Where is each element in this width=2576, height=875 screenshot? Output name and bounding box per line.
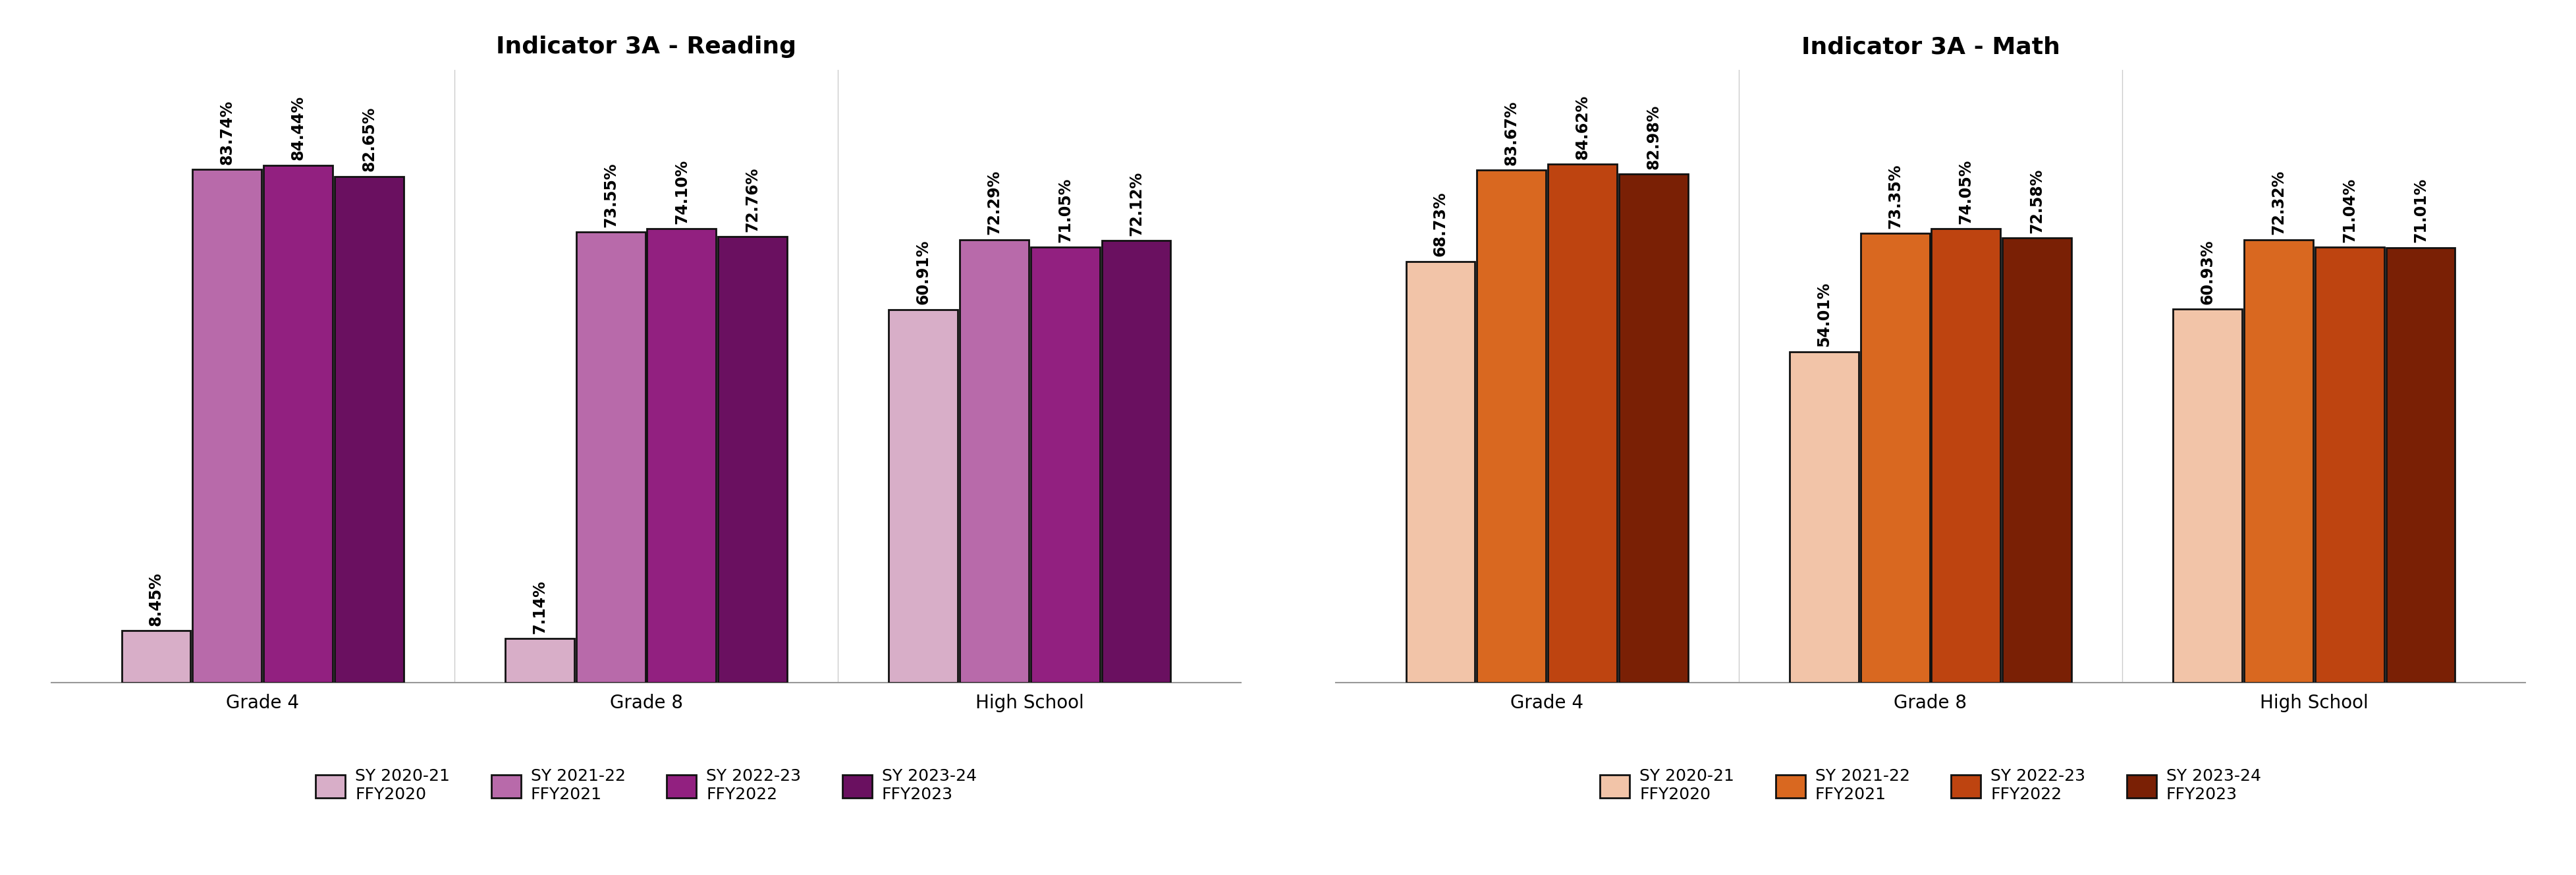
- Bar: [1406, 262, 1473, 683]
- Text: 73.35%: 73.35%: [1886, 164, 1904, 228]
- Bar: [1476, 170, 1546, 683]
- Text: 72.76%: 72.76%: [744, 167, 760, 232]
- Text: 72.58%: 72.58%: [2027, 168, 2045, 233]
- Title: Indicator 3A - Math: Indicator 3A - Math: [1801, 36, 2058, 58]
- Legend: SY 2020-21
FFY2020, SY 2021-22
FFY2021, SY 2022-23
FFY2022, SY 2023-24
FFY2023: SY 2020-21 FFY2020, SY 2021-22 FFY2021, …: [309, 762, 984, 809]
- Bar: [121, 631, 191, 682]
- Text: 71.04%: 71.04%: [2342, 178, 2357, 242]
- Text: 71.05%: 71.05%: [1056, 178, 1072, 242]
- Text: 7.14%: 7.14%: [531, 580, 549, 634]
- Text: 72.12%: 72.12%: [1128, 172, 1144, 236]
- Text: 8.45%: 8.45%: [149, 572, 165, 626]
- Text: 72.29%: 72.29%: [987, 170, 1002, 234]
- Bar: [1860, 234, 1929, 683]
- Text: 74.05%: 74.05%: [1958, 159, 1973, 224]
- Text: 82.98%: 82.98%: [1646, 104, 1662, 170]
- Text: 72.32%: 72.32%: [2269, 170, 2285, 234]
- Legend: SY 2020-21
FFY2020, SY 2021-22
FFY2021, SY 2022-23
FFY2022, SY 2023-24
FFY2023: SY 2020-21 FFY2020, SY 2021-22 FFY2021, …: [1592, 762, 2267, 809]
- Text: 82.65%: 82.65%: [361, 107, 376, 172]
- Bar: [335, 176, 404, 682]
- Text: 74.10%: 74.10%: [672, 159, 690, 224]
- Bar: [577, 232, 644, 683]
- Text: 83.74%: 83.74%: [219, 100, 234, 164]
- Bar: [1790, 352, 1857, 682]
- Bar: [958, 240, 1028, 682]
- Text: 84.62%: 84.62%: [1574, 94, 1589, 159]
- Text: 71.01%: 71.01%: [2411, 178, 2427, 242]
- Bar: [505, 639, 574, 682]
- Bar: [1103, 241, 1170, 683]
- Bar: [1030, 248, 1100, 683]
- Bar: [2385, 248, 2455, 683]
- Bar: [2172, 309, 2241, 683]
- Bar: [263, 165, 332, 682]
- Text: 73.55%: 73.55%: [603, 162, 618, 228]
- Text: 83.67%: 83.67%: [1504, 101, 1520, 165]
- Bar: [1618, 174, 1687, 682]
- Text: 68.73%: 68.73%: [1432, 192, 1448, 256]
- Text: 60.93%: 60.93%: [2200, 240, 2215, 304]
- Bar: [889, 310, 958, 683]
- Bar: [2002, 238, 2071, 683]
- Text: 60.91%: 60.91%: [914, 240, 930, 304]
- Bar: [193, 170, 263, 683]
- Bar: [1548, 164, 1618, 683]
- Text: 54.01%: 54.01%: [1816, 282, 1832, 346]
- Text: 84.44%: 84.44%: [291, 95, 307, 160]
- Bar: [2313, 248, 2383, 683]
- Bar: [647, 228, 716, 682]
- Title: Indicator 3A - Reading: Indicator 3A - Reading: [495, 36, 796, 58]
- Bar: [2244, 240, 2313, 682]
- Bar: [719, 237, 786, 683]
- Bar: [1932, 229, 1999, 683]
